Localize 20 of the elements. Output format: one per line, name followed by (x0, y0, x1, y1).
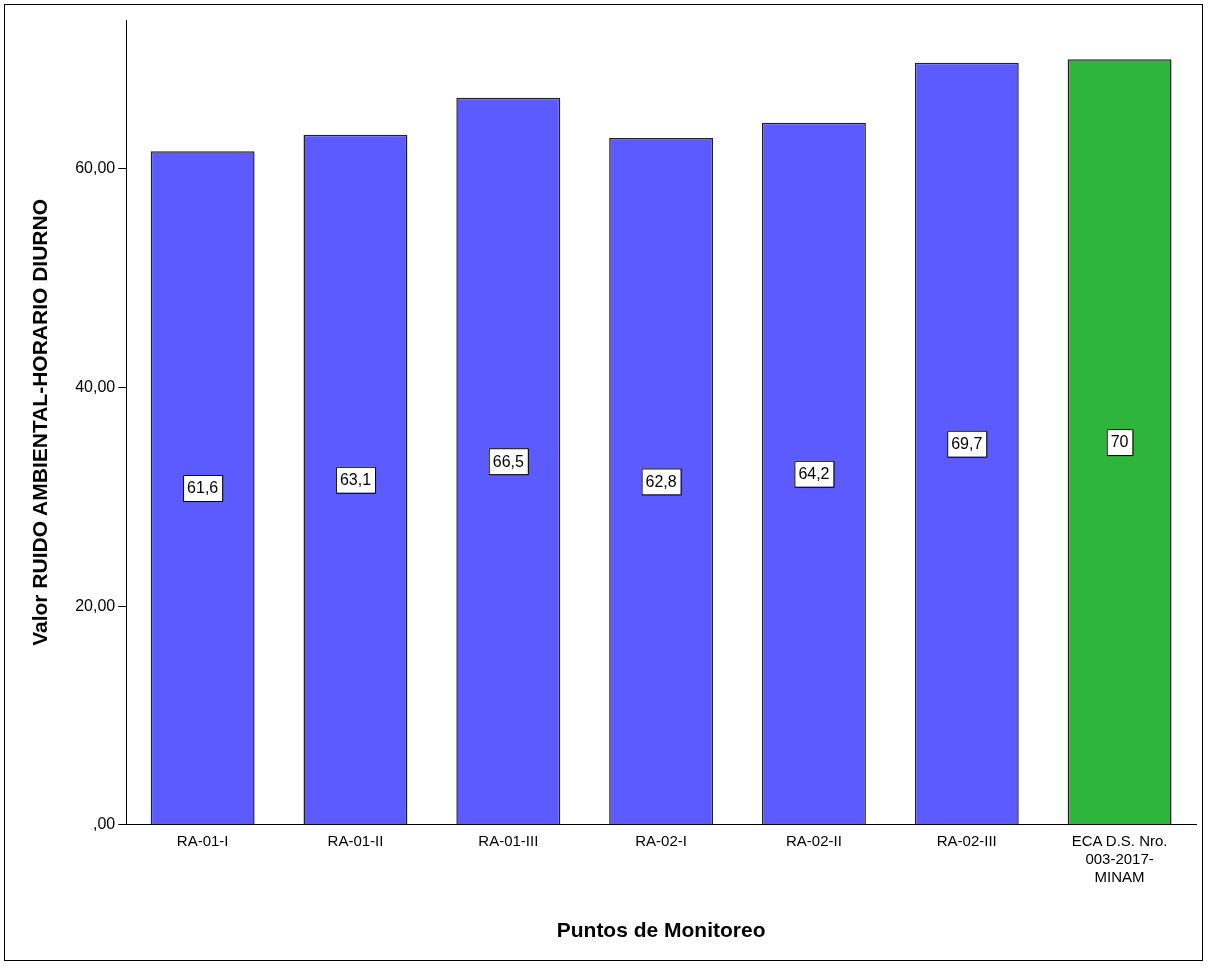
data-label: 61,6 (187, 479, 219, 497)
y-axis-title: Valor RUIDO AMBIENTAL-HORARIO DIURNO (28, 198, 52, 646)
data-label: 66,5 (492, 452, 524, 470)
x-tick-label: RA-02-III (936, 831, 997, 849)
data-label: 69,7 (951, 435, 983, 453)
x-tick-label: RA-02-II (786, 831, 842, 849)
y-tick-label: 20,00 (75, 596, 116, 614)
data-label: 70 (1110, 433, 1129, 451)
x-tick-label: RA-01-II (327, 831, 384, 849)
x-tick-label: RA-01-III (478, 831, 539, 849)
data-label: 63,1 (339, 471, 372, 489)
y-tick-label: 60,00 (75, 159, 116, 177)
y-tick-label: 40,00 (75, 377, 116, 395)
x-tick-label: ECA D.S. Nro. 003-2017-MINAM (1071, 831, 1168, 885)
x-axis-title: Puntos de Monitoreo (556, 918, 766, 942)
x-tick-label: RA-02-I (635, 831, 687, 849)
data-label: 64,2 (798, 465, 830, 483)
data-label: 62,8 (645, 472, 677, 490)
x-tick-label: RA-01-I (176, 831, 229, 849)
y-tick-label: ,00 (92, 815, 116, 833)
